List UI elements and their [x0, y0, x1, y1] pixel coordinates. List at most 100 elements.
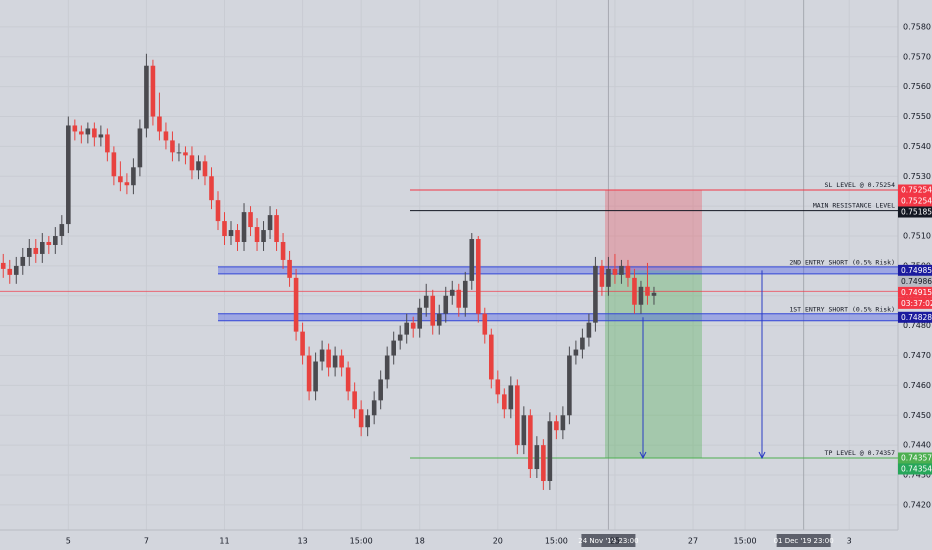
level-label: 1ST ENTRY SHORT (0.5% Risk) [789, 305, 895, 313]
candle-body [98, 134, 104, 138]
candle-body [261, 230, 266, 242]
candle-body [482, 313, 488, 335]
candle-body [430, 295, 436, 326]
level-label: SL LEVEL @ 0.75254 [825, 181, 896, 189]
x-tick-label: 27 [688, 537, 698, 546]
candle-body [72, 125, 78, 132]
candle-body [586, 322, 592, 338]
candle-body [632, 277, 637, 305]
x-tick-label: 15:00 [350, 537, 373, 546]
candle-body [319, 349, 325, 362]
candle-body [599, 265, 605, 287]
level-band [218, 266, 898, 274]
candle-body [300, 331, 305, 356]
candle-body [202, 161, 208, 177]
candle-body [0, 262, 6, 269]
candle-body [567, 355, 572, 416]
x-tick-label: 24 Nov '19 23:00 [578, 537, 638, 545]
x-tick-label: 15:00 [545, 537, 568, 546]
price-tag [898, 311, 932, 323]
x-tick-label: 7 [144, 537, 149, 546]
price-tag-label: 0.74986 [901, 277, 932, 286]
price-tag-label: 0.75254 [901, 197, 932, 206]
y-tick-label: 0.7580 [903, 22, 931, 31]
candle-body [547, 421, 553, 482]
price-tag [898, 264, 932, 276]
candle-body [92, 128, 97, 138]
x-tick-label: 01 Dec '19 23:00 [774, 537, 834, 545]
position-risk [605, 190, 702, 271]
candle-body [228, 230, 234, 237]
candle-body [235, 230, 240, 242]
candle-body [85, 128, 91, 135]
candle-body [183, 152, 188, 156]
price-tag-label: 03:37:02 [901, 299, 932, 308]
candle-body [449, 289, 455, 296]
candle-body [417, 307, 423, 329]
candle-body [13, 265, 19, 275]
candle-body [580, 337, 585, 350]
candle-body [163, 131, 169, 141]
y-tick-label: 0.7530 [903, 172, 931, 181]
candle-body [326, 349, 331, 368]
candle-body [248, 212, 253, 228]
candle-body [59, 224, 65, 237]
y-tick-label: 0.7480 [903, 321, 931, 330]
price-tag-label: 0.74828 [901, 313, 932, 322]
candle-body [222, 221, 227, 237]
candle-body [144, 65, 149, 129]
candle-body [131, 167, 136, 186]
candle-body [638, 286, 644, 305]
x-tick-label: 25 [610, 537, 620, 546]
candle-body [462, 280, 468, 308]
candle-body [352, 391, 357, 410]
y-tick-label: 0.7570 [903, 52, 931, 61]
candle-body [358, 409, 364, 428]
candle-body [313, 361, 318, 392]
candle-body [189, 155, 195, 171]
y-tick-label: 0.7430 [903, 471, 931, 480]
candle-body [469, 239, 475, 281]
time-marker-box [776, 534, 831, 547]
candle-body [118, 176, 123, 183]
candle-body [397, 334, 403, 341]
candle-body [339, 355, 344, 368]
candle-body [365, 415, 370, 428]
candle-body [79, 131, 84, 135]
candle-body [410, 322, 416, 329]
candle-body [39, 241, 45, 254]
arrow-head [758, 451, 766, 460]
x-tick-label: 3 [847, 537, 852, 546]
level-label: TP LEVEL @ 0.74357 [825, 449, 896, 457]
candle-body [170, 140, 175, 153]
price-tag [898, 184, 932, 196]
candle-body [554, 421, 559, 431]
price-tag-label: 0.74357 [901, 453, 932, 462]
candle-body [423, 295, 429, 308]
candle-body [515, 385, 520, 446]
candle-body [384, 355, 390, 380]
price-tag-label: 0.74985 [901, 266, 932, 275]
candle-body [541, 445, 546, 482]
candle-body [26, 247, 32, 257]
candle-body [645, 286, 650, 296]
x-tick-label: 13 [297, 537, 307, 546]
candle-body [332, 355, 338, 368]
candle-body [150, 65, 156, 117]
x-tick-label: 5 [66, 537, 71, 546]
candle-body [475, 239, 481, 314]
price-tag [898, 463, 932, 475]
candle-body [209, 176, 214, 201]
candle-body [274, 215, 279, 242]
candle-body [66, 125, 71, 225]
candle-body [495, 379, 501, 395]
arrow-head [639, 451, 647, 460]
price-tag-label: 0.74354 [901, 464, 932, 473]
price-tag [898, 206, 932, 218]
x-tick-label: 15:00 [734, 537, 757, 546]
candle-body [33, 247, 39, 254]
candle-body [254, 227, 260, 242]
candle-body [488, 334, 494, 380]
